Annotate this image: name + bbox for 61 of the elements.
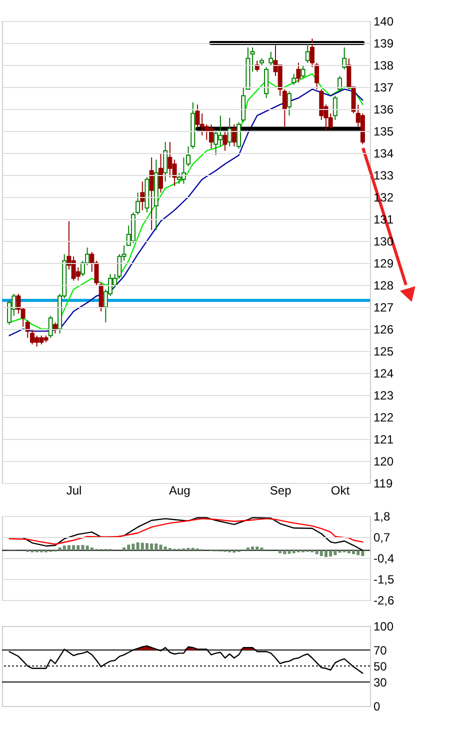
y-tick-label: 133 <box>374 168 394 182</box>
y-tick-label: 125 <box>374 344 394 358</box>
x-tick-label: Sep <box>270 484 292 498</box>
y-tick-label: 119 <box>374 476 393 490</box>
candlestick <box>149 156 154 230</box>
line-series <box>8 645 364 674</box>
candlestick <box>140 181 145 211</box>
y-tick-label: 139 <box>374 36 394 50</box>
y-tick-label: 140 <box>374 14 394 28</box>
x-tick-label: Aug <box>168 484 190 498</box>
candlestick <box>300 64 306 79</box>
candlestick <box>292 73 296 86</box>
candlestick <box>287 90 292 116</box>
candlestick <box>236 122 242 150</box>
candlestick <box>250 46 255 72</box>
x-tick-label: Okt <box>330 484 350 498</box>
y-tick-label: 120 <box>374 454 394 468</box>
line-series <box>8 518 364 545</box>
candlestick <box>305 42 310 64</box>
y-tick-label: 70 <box>374 644 388 658</box>
y-tick-label: -2,6 <box>374 594 395 608</box>
y-tick-label: -0,4 <box>374 552 395 566</box>
candlestick <box>208 124 214 150</box>
y-tick-label: 0 <box>374 700 380 714</box>
y-tick-label: 135 <box>374 124 394 138</box>
candlestick <box>163 142 168 182</box>
y-tick-label: 123 <box>374 388 394 402</box>
y-tick-label: 127 <box>374 300 394 314</box>
candlestick <box>296 62 301 84</box>
candlestick <box>232 124 236 147</box>
candlestick <box>338 76 342 92</box>
y-tick-label: 126 <box>374 322 394 336</box>
candlestick <box>52 322 58 334</box>
y-tick-label: 138 <box>374 58 394 72</box>
y-tick-label: 122 <box>374 410 394 424</box>
candlestick <box>214 130 218 156</box>
candlestick <box>136 192 140 216</box>
y-tick-label: 129 <box>374 256 394 270</box>
candlestick <box>314 62 320 90</box>
candlestick <box>7 300 12 326</box>
y-tick-label: 124 <box>374 366 394 380</box>
x-tick-label: Jul <box>66 484 82 498</box>
y-tick-label: 0,7 <box>374 530 391 544</box>
y-tick-label: 128 <box>374 278 394 292</box>
bar <box>122 548 126 550</box>
y-tick-label: -1,5 <box>374 572 395 586</box>
candlestick <box>222 130 228 152</box>
y-tick-label: 100 <box>374 620 394 634</box>
y-tick-label: 136 <box>374 102 394 116</box>
y-tick-label: 134 <box>374 146 394 160</box>
y-tick-label: 50 <box>374 660 388 674</box>
y-tick-label: 1,8 <box>374 510 391 524</box>
candlestick <box>227 117 232 147</box>
y-tick-label: 30 <box>374 676 388 690</box>
candlestick <box>268 51 274 66</box>
y-tick-label: 137 <box>374 80 394 94</box>
candlestick <box>48 315 53 338</box>
y-tick-label: 121 <box>374 432 394 446</box>
candlestick <box>310 38 314 68</box>
candlestick <box>158 152 164 194</box>
candlestick <box>332 95 338 120</box>
